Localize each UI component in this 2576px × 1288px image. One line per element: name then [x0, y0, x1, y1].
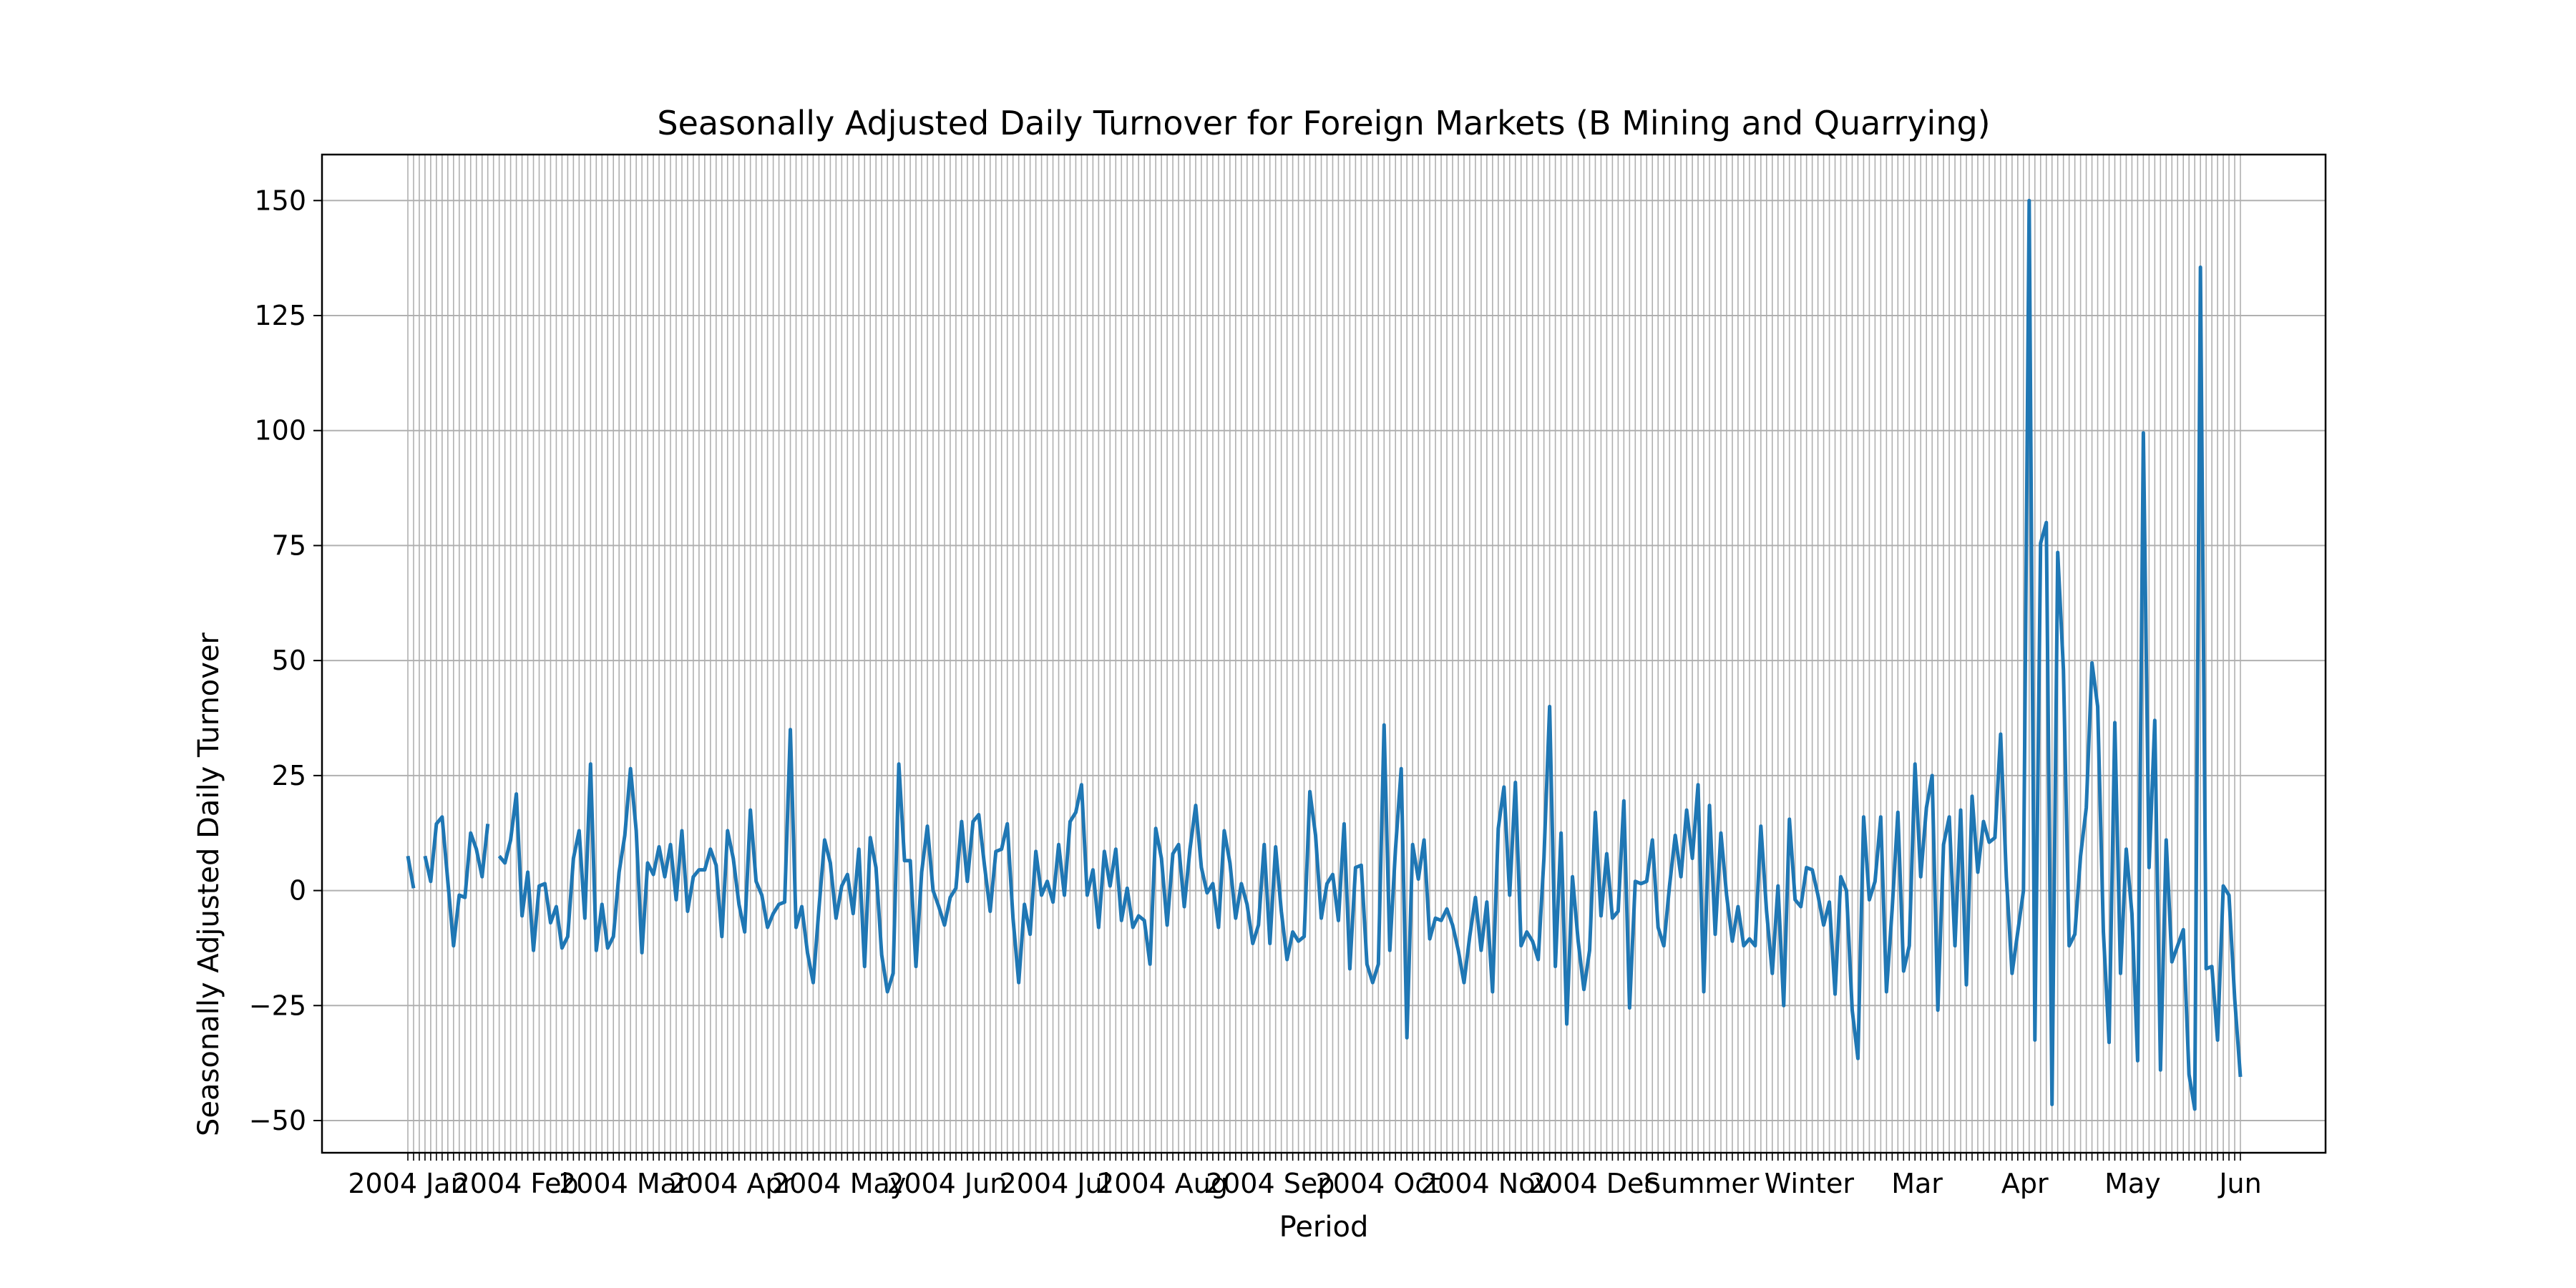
y-tick-label: 100: [254, 415, 306, 447]
x-tick-label: 2004 Jul: [1000, 1168, 1111, 1199]
y-axis-label: Seasonally Adjusted Daily Turnover: [192, 632, 225, 1136]
y-tick-label: 25: [272, 760, 306, 791]
y-tick-label: 125: [254, 300, 306, 331]
series-line: [406, 198, 2243, 1111]
x-tick-label: 2004 Dec: [1528, 1168, 1659, 1199]
x-tick-label: 2004 May: [772, 1168, 906, 1199]
x-tick-label: 2004 Feb: [453, 1168, 579, 1199]
chart-title: Seasonally Adjusted Daily Turnover for F…: [657, 104, 1990, 142]
x-axis-label: Period: [1279, 1211, 1369, 1244]
x-grid-lines: [407, 155, 2241, 1153]
x-tick-label: 2004 Apr: [669, 1168, 794, 1199]
x-tick-label: 2004 Aug: [1097, 1168, 1228, 1199]
x-tick-label: 2004 Jan: [348, 1168, 467, 1199]
x-tick-label: Winter: [1765, 1168, 1855, 1199]
y-tick-label: 0: [289, 875, 306, 907]
x-tick-label: 2004 Mar: [559, 1168, 688, 1199]
x-tick-label: Apr: [2001, 1168, 2049, 1199]
y-axis-ticks: −50 −25 0 25 50 75 100 125 150: [249, 185, 322, 1136]
y-tick-label: 150: [254, 185, 306, 216]
series-layer: [406, 198, 2243, 1111]
plot-frame: [321, 153, 2327, 1154]
y-grid-lines: [322, 200, 2326, 1121]
y-tick-label: 50: [272, 645, 306, 676]
x-tick-label: Mar: [1891, 1168, 1943, 1199]
x-tick-label: May: [2104, 1168, 2161, 1199]
x-tick-label: 2004 Nov: [1420, 1168, 1551, 1199]
x-tick-label: 2004 Jun: [887, 1168, 1007, 1199]
y-tick-label: −50: [249, 1105, 306, 1136]
x-tick-label: 2004 Oct: [1316, 1168, 1441, 1199]
x-tick-label: Summer: [1644, 1168, 1760, 1199]
y-tick-label: −25: [249, 990, 306, 1021]
x-tick-label: 2004 Sep: [1206, 1168, 1335, 1199]
x-tick-label: Jun: [2218, 1168, 2261, 1199]
y-tick-label: 75: [272, 530, 306, 561]
